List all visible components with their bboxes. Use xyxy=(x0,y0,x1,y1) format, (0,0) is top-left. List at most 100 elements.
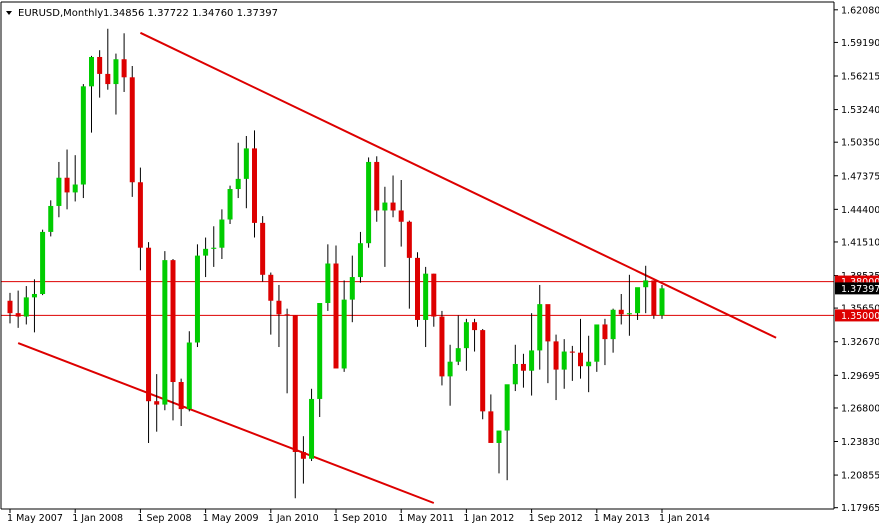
x-tick-label: 1 Sep 2010 xyxy=(333,513,387,524)
level-label: 1.35000 xyxy=(841,311,879,322)
candle-body-bull xyxy=(586,361,592,367)
candle-body-bull xyxy=(455,348,461,362)
candle-body-bull xyxy=(309,398,315,459)
candle-body-bear xyxy=(651,280,657,316)
candle-body-bull xyxy=(626,313,632,315)
candle-body-bull xyxy=(211,247,217,249)
candle-body-bull xyxy=(423,273,429,320)
y-tick-label: 1.23830 xyxy=(841,437,879,448)
y-tick-label: 1.62080 xyxy=(841,5,879,16)
candle-body-bear xyxy=(64,177,70,193)
candle-body-bull xyxy=(194,255,200,343)
x-tick-label: 1 Jan 2014 xyxy=(659,513,710,524)
candle-body-bear xyxy=(178,382,184,410)
candle-body-bear xyxy=(398,210,404,222)
candle-body-bull xyxy=(325,263,331,304)
candle-body-bear xyxy=(439,316,445,377)
trendline xyxy=(17,342,435,504)
candle-body-bear xyxy=(15,313,21,317)
x-axis-ticks: 1 May 2007 1 Jan 2008 1 Sep 2008 1 May 2009… xyxy=(7,509,710,524)
candle-body-bear xyxy=(268,274,274,301)
candle-body-bull xyxy=(23,297,29,317)
candle-body-bear xyxy=(415,257,420,320)
candle-body-bull xyxy=(317,303,323,399)
candle-body-bull xyxy=(463,322,469,349)
axes xyxy=(0,1,835,510)
candle-body-bull xyxy=(349,277,355,300)
trendline xyxy=(139,31,777,339)
candle-body-bull xyxy=(162,260,168,405)
candle-body-bull xyxy=(594,324,600,362)
candle-body-bear xyxy=(618,309,624,315)
candle-body-bear xyxy=(284,314,290,316)
y-tick-label: 1.29695 xyxy=(841,371,879,382)
y-tick-label: 1.35650 xyxy=(841,304,879,315)
candle-body-bull xyxy=(235,178,241,190)
candle-body-bear xyxy=(170,260,176,383)
y-tick-label: 1.47375 xyxy=(841,171,879,182)
candle-body-bull xyxy=(203,248,209,256)
candle-body-bull xyxy=(504,384,510,431)
candle-body-bull xyxy=(89,56,94,87)
x-tick-label: 1 Jan 2008 xyxy=(72,513,123,524)
candle-body-bull xyxy=(382,202,388,211)
y-tick-label: 1.32670 xyxy=(841,337,879,348)
candle-body-bull xyxy=(341,299,347,369)
x-tick-label: 1 May 2009 xyxy=(203,513,259,524)
candle-body-bull xyxy=(635,287,641,314)
candle-body-bear xyxy=(260,222,266,275)
ohlc-readout: 1.34856 1.37722 1.34760 1.37397 xyxy=(103,8,278,19)
plot-area xyxy=(1,28,834,504)
y-tick-label: 1.20855 xyxy=(841,471,879,482)
candle-body-bear xyxy=(129,77,135,183)
candle-body-bull xyxy=(72,184,78,193)
candle-body-bull xyxy=(48,205,54,232)
candle-body-bear xyxy=(121,59,127,78)
candle-body-bull xyxy=(643,280,649,288)
candle-body-bear xyxy=(252,148,257,223)
x-tick-label: 1 Jan 2012 xyxy=(463,513,514,524)
candle-body-bull xyxy=(496,430,502,443)
candle-body-bull xyxy=(659,288,665,316)
candle-body-bear xyxy=(545,304,551,342)
x-tick-label: 1 May 2007 xyxy=(7,513,63,524)
candle-body-bull xyxy=(447,361,453,377)
candle-body-bear xyxy=(7,300,13,314)
x-tick-label: 1 May 2013 xyxy=(594,513,650,524)
candle-body-bull xyxy=(366,161,372,244)
y-tick-label: 1.56215 xyxy=(841,71,879,82)
candle-body-bull xyxy=(113,59,119,85)
x-tick-label: 1 Sep 2008 xyxy=(137,513,191,524)
y-tick-label: 1.50350 xyxy=(841,138,879,149)
candle-body-bull xyxy=(537,304,543,351)
y-tick-label: 1.59190 xyxy=(841,38,879,49)
level-label-bg xyxy=(835,309,879,322)
candle-body-bull xyxy=(227,189,233,220)
candle-body-bull xyxy=(610,309,616,340)
y-tick-label: 1.17965 xyxy=(841,503,879,514)
current-price-label: 1.37397 xyxy=(841,284,879,295)
candle-body-bear xyxy=(97,56,103,74)
y-tick-label: 1.41510 xyxy=(841,237,879,248)
candle-body-bear xyxy=(146,247,152,402)
x-tick-label: 1 Jan 2010 xyxy=(268,513,319,524)
candle-body-bear xyxy=(569,351,575,353)
candle-body-bull xyxy=(512,363,518,385)
candle-body-bear xyxy=(480,330,486,412)
x-tick-label: 1 Sep 2012 xyxy=(529,513,583,524)
candle-body-bear xyxy=(602,324,608,340)
candle-body-bear xyxy=(300,451,306,459)
candle-body-bear xyxy=(374,161,380,211)
candle-body-bear xyxy=(406,221,412,258)
x-tick-label: 1 May 2011 xyxy=(398,513,454,524)
candle-body-bull xyxy=(186,342,192,410)
candle-body-bear xyxy=(390,202,396,211)
candle-body-bull xyxy=(529,350,535,371)
y-tick-label: 1.44400 xyxy=(841,205,879,216)
dropdown-triangle-icon[interactable] xyxy=(6,11,12,15)
candle-body-bear xyxy=(105,73,111,85)
y-tick-label: 1.26800 xyxy=(841,403,879,414)
